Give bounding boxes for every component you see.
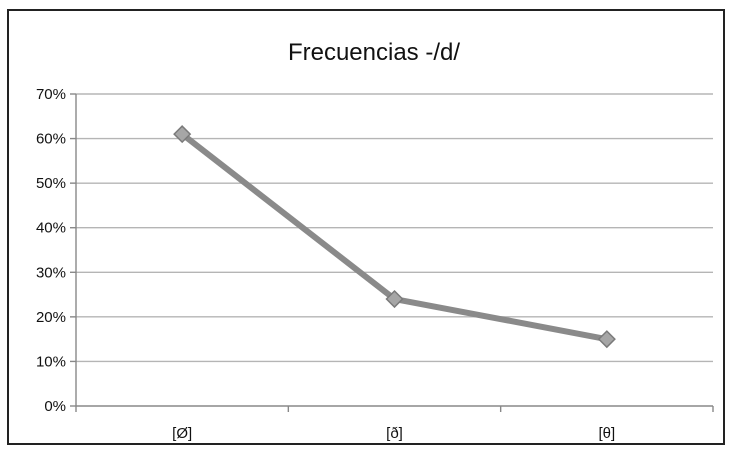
y-tick-label: 40%	[36, 220, 66, 237]
axes	[70, 93, 714, 412]
y-tick-label: 20%	[36, 309, 66, 326]
chart-title: Frecuencias -/d/	[288, 39, 460, 66]
y-tick-label: 60%	[36, 131, 66, 148]
gridlines	[76, 93, 713, 363]
data-point-marker	[385, 289, 404, 309]
x-tick-label: [θ]	[598, 425, 615, 442]
y-tick-label: 30%	[36, 264, 66, 281]
chart-frame	[7, 9, 725, 445]
x-tick-labels: [Ø] [ð] [θ]	[172, 425, 615, 442]
y-tick-label: 50%	[36, 175, 66, 192]
data-point-marker	[173, 125, 192, 144]
x-tick-label: [ð]	[386, 425, 403, 442]
y-tick-label: 10%	[36, 353, 66, 370]
series-line	[179, 131, 610, 343]
y-tick-label: 0%	[44, 398, 66, 415]
x-tick-label: [Ø]	[172, 425, 192, 442]
data-point-marker	[597, 330, 616, 349]
y-tick-labels: 0% 10% 20% 30% 40% 50% 60% 70%	[36, 86, 66, 415]
series-layer	[173, 125, 616, 349]
y-tick-label: 70%	[36, 86, 66, 103]
